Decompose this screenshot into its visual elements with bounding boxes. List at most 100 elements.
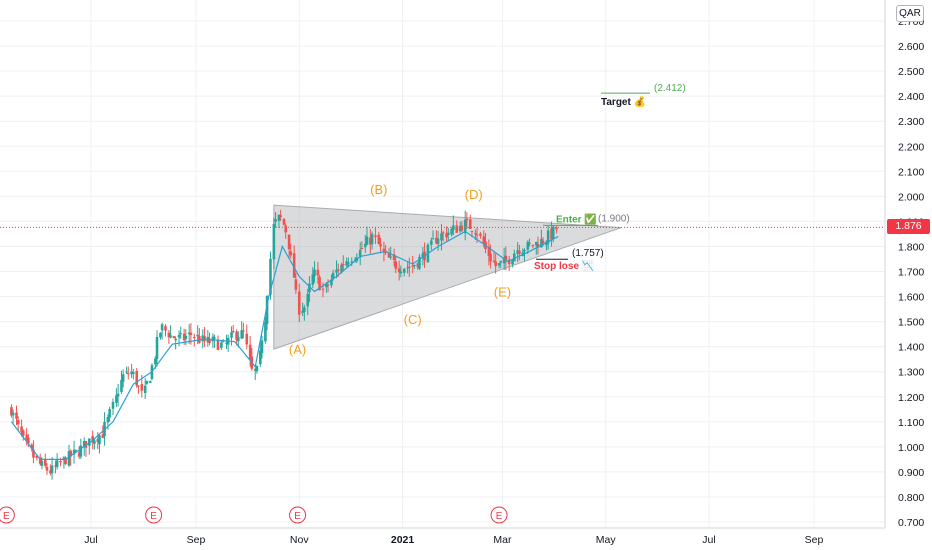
earnings-marker-label: E [496, 511, 503, 522]
candle [120, 370, 123, 394]
y-tick-label: 2.300 [898, 116, 924, 128]
candle [132, 369, 135, 380]
candle [399, 265, 403, 278]
y-tick-label: 0.900 [898, 467, 924, 479]
candle [374, 227, 377, 244]
candle [370, 231, 374, 250]
candle-body [203, 335, 206, 342]
earnings-marker[interactable]: E [0, 506, 15, 524]
candle-body [50, 465, 54, 474]
candle-body [455, 225, 459, 233]
candle [216, 335, 220, 351]
candle-body [145, 380, 149, 384]
candle [143, 378, 147, 400]
y-tick-label: 1.000 [898, 442, 924, 454]
candle-body [216, 339, 220, 350]
candle [192, 333, 196, 347]
candle-body [526, 241, 530, 250]
candle [326, 279, 330, 293]
candle [137, 385, 140, 394]
candle-body [494, 261, 497, 267]
candle-body [213, 337, 216, 339]
candle-body [248, 344, 252, 359]
candle-body [30, 444, 34, 449]
candle-body [518, 250, 521, 254]
candle [394, 256, 398, 274]
candle-body [382, 248, 386, 252]
earnings-marker[interactable]: E [289, 506, 307, 524]
candle-body [184, 335, 188, 339]
candle-body [79, 445, 83, 457]
candle [255, 365, 259, 374]
earnings-marker[interactable]: E [145, 506, 163, 524]
candle [225, 334, 228, 350]
candle [21, 429, 25, 441]
candle-body [306, 293, 310, 307]
candle [402, 268, 406, 277]
candle-body [45, 466, 49, 471]
candle [516, 242, 519, 263]
y-tick-label: 0.700 [898, 517, 924, 529]
candle-body [502, 257, 506, 264]
candle [492, 251, 496, 263]
candle-body [169, 335, 172, 338]
candle-body [54, 465, 57, 467]
candle-body [516, 250, 519, 254]
y-tick-label: 1.600 [898, 292, 924, 304]
candle [145, 380, 149, 386]
candle-body [289, 251, 293, 256]
candle [203, 327, 206, 347]
candle [264, 316, 267, 344]
candle-body [435, 237, 438, 244]
candle-body [116, 393, 120, 397]
candle [135, 368, 139, 388]
candle [172, 336, 176, 339]
candle [88, 438, 91, 455]
candle [208, 332, 211, 346]
candle [253, 367, 257, 381]
candle [392, 248, 396, 267]
candle [292, 245, 296, 278]
candle [321, 282, 325, 298]
candle [231, 325, 235, 334]
earnings-marker-circle [145, 506, 163, 524]
candle-body [132, 372, 135, 374]
candle [274, 212, 277, 228]
y-tick-label: 1.300 [898, 367, 924, 379]
candle [259, 340, 262, 367]
candle-body [441, 232, 445, 234]
candle [475, 227, 479, 244]
candle [167, 329, 171, 344]
earnings-marker-label: E [150, 511, 157, 522]
y-tick-label: 1.800 [898, 241, 924, 253]
candle-body [446, 232, 450, 235]
candle-body [67, 451, 71, 466]
candle [308, 276, 311, 303]
candle-body [546, 230, 550, 244]
candle-body [340, 264, 343, 273]
candle-body [167, 332, 171, 338]
candle [377, 231, 381, 245]
candle-body [430, 240, 433, 245]
currency-badge[interactable]: QAR [896, 5, 924, 22]
earnings-marker[interactable]: E [490, 506, 508, 524]
x-tick-label: Sep [187, 534, 206, 546]
candle-body [387, 252, 391, 258]
candle-body [350, 261, 354, 263]
candle-body [32, 449, 35, 458]
candle [72, 440, 76, 464]
candle [32, 440, 35, 464]
candle-body [541, 240, 545, 243]
candle-body [269, 258, 272, 295]
y-tick-label: 2.200 [898, 141, 924, 153]
moving-average-line [10, 230, 559, 460]
candle-body [121, 374, 125, 382]
candle-body [154, 358, 157, 365]
candle [452, 215, 455, 236]
stop-label: Stop lose 📉 [534, 259, 594, 272]
candle [487, 239, 491, 266]
candle [436, 230, 440, 251]
y-tick-label: 2.600 [898, 41, 924, 53]
candle [316, 261, 320, 284]
